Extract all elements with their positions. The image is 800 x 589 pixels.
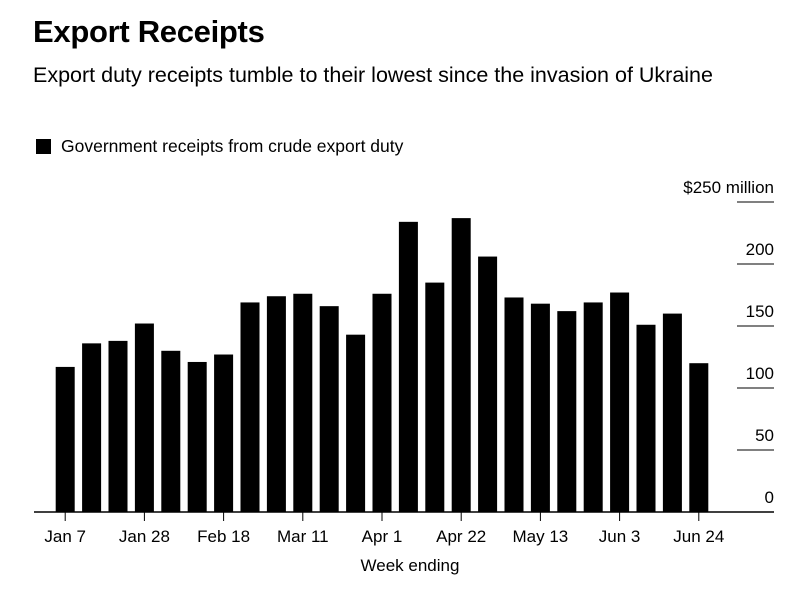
bar bbox=[293, 293, 313, 512]
x-tick-label: Jan 28 bbox=[119, 527, 170, 546]
bar bbox=[662, 313, 682, 512]
bar bbox=[108, 340, 128, 512]
bar bbox=[214, 354, 234, 512]
y-tick-label: 100 bbox=[746, 364, 774, 383]
legend-label: Government receipts from crude export du… bbox=[61, 136, 404, 156]
bar bbox=[636, 324, 656, 512]
x-tick-label: Apr 1 bbox=[362, 527, 403, 546]
y-tick-label: 200 bbox=[746, 240, 774, 259]
bar bbox=[187, 361, 207, 512]
bar bbox=[557, 311, 577, 512]
y-tick-label: 150 bbox=[746, 302, 774, 321]
bar bbox=[504, 297, 524, 512]
chart-title: Export Receipts bbox=[33, 14, 265, 49]
bar bbox=[583, 302, 603, 512]
bar bbox=[425, 282, 445, 512]
x-tick-label: Mar 11 bbox=[277, 527, 329, 546]
bar bbox=[398, 221, 418, 512]
legend: Government receipts from crude export du… bbox=[36, 136, 403, 157]
bar bbox=[530, 303, 550, 512]
x-tick-label: May 13 bbox=[513, 527, 569, 546]
bar bbox=[161, 350, 181, 512]
bar bbox=[134, 323, 154, 512]
x-axis-title: Week ending bbox=[360, 556, 460, 575]
bar bbox=[451, 218, 471, 512]
x-tick-label: Feb 18 bbox=[197, 527, 250, 546]
bar bbox=[610, 292, 630, 512]
x-tick-label: Jun 24 bbox=[673, 527, 724, 546]
bar bbox=[372, 293, 392, 512]
y-tick-label: $250 million bbox=[683, 178, 774, 197]
x-tick-label: Apr 22 bbox=[436, 527, 486, 546]
bar bbox=[689, 363, 709, 512]
bar bbox=[266, 296, 286, 512]
bar bbox=[319, 306, 339, 512]
x-tick-label: Jan 7 bbox=[44, 527, 86, 546]
bar bbox=[346, 334, 366, 512]
bar bbox=[240, 302, 260, 512]
y-tick-label: 0 bbox=[765, 488, 774, 507]
x-tick-label: Jun 3 bbox=[599, 527, 641, 546]
legend-swatch bbox=[36, 139, 51, 154]
y-tick-label: 50 bbox=[755, 426, 774, 445]
bar bbox=[55, 366, 75, 512]
bar bbox=[82, 343, 102, 512]
chart-subtitle: Export duty receipts tumble to their low… bbox=[33, 63, 713, 87]
bar bbox=[478, 256, 498, 512]
